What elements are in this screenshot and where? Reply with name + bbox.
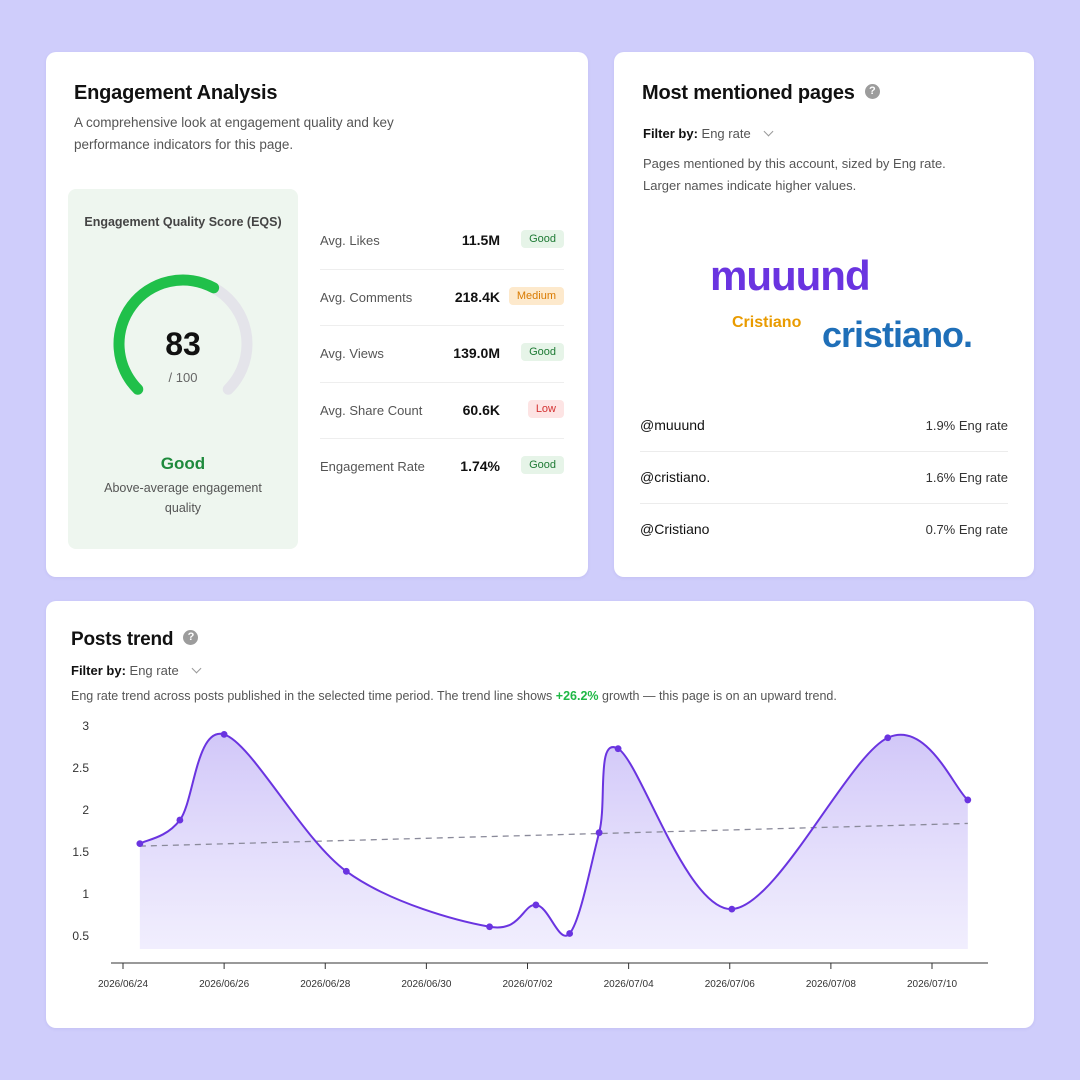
growth-value: +26.2% [555, 689, 599, 703]
y-tick-label: 1 [82, 887, 89, 901]
y-tick-label: 3 [82, 719, 89, 733]
chevron-down-icon [763, 126, 774, 137]
help-icon[interactable]: ? [864, 84, 880, 100]
data-point[interactable] [532, 901, 540, 909]
data-point[interactable] [486, 923, 493, 931]
x-tick-label: 2026/06/26 [199, 979, 249, 990]
x-tick-label: 2026/06/24 [98, 979, 148, 990]
x-tick-label: 2026/07/08 [806, 979, 856, 990]
mention-handle: @cristiano. [640, 469, 711, 485]
eqs-max: / 100 [168, 370, 198, 385]
metric-row-engagement-rate: Engagement Rate 1.74% Good [320, 439, 564, 496]
x-tick-label: 2026/06/28 [300, 979, 350, 990]
metric-value: 11.5M [461, 232, 500, 248]
engagement-desc-line2: performance indicators for this page. [74, 137, 294, 152]
metric-value: 1.74% [460, 458, 500, 474]
eqs-caption: Above-average engagement quality [104, 481, 262, 515]
trend-title-row: Posts trend? [71, 629, 199, 651]
metric-value: 218.4K [454, 288, 500, 305]
trend-title: Posts trend [71, 629, 174, 650]
chevron-down-icon [191, 663, 202, 674]
mention-value: 1.9% Eng rate [925, 418, 1008, 433]
metric-row-likes: Avg. Likes 11.5M Good [320, 213, 564, 270]
trend-desc-post: growth — this page is on an upward trend… [598, 689, 837, 703]
trend-filter-dropdown[interactable]: Filter by: Eng rate [71, 663, 202, 678]
engagement-description: A comprehensive look at engagement quali… [74, 112, 394, 156]
x-tick-label: 2026/07/02 [502, 979, 552, 990]
status-badge: Good [521, 343, 564, 361]
metric-label: Avg. Share Count [320, 402, 423, 418]
mentions-filter-dropdown[interactable]: Filter by: Eng rate [643, 126, 774, 141]
eqs-gauge [113, 274, 253, 395]
engagement-desc-line1: A comprehensive look at engagement quali… [74, 115, 394, 130]
series-area [139, 733, 968, 949]
eqs-panel: Engagement Quality Score (EQS) 83 / 100 … [68, 189, 298, 549]
list-item[interactable]: @cristiano. 1.6% Eng rate [640, 452, 1008, 504]
data-point[interactable] [728, 905, 736, 913]
data-point[interactable] [566, 930, 574, 937]
mention-value: 1.6% Eng rate [925, 470, 1008, 485]
data-point[interactable] [342, 867, 350, 875]
x-tick-label: 2026/07/06 [705, 979, 755, 990]
status-badge: Low [527, 399, 564, 418]
data-point[interactable] [176, 816, 184, 824]
status-badge: Medium [508, 286, 564, 305]
metric-row-views: Avg. Views 139.0M Good [320, 326, 564, 383]
trend-description: Eng rate trend across posts published in… [71, 685, 837, 707]
metric-label: Engagement Rate [320, 459, 425, 474]
status-badge: Good [521, 230, 564, 248]
list-item[interactable]: @Cristiano 0.7% Eng rate [640, 504, 1008, 556]
x-tick-label: 2026/07/04 [604, 979, 654, 990]
data-point[interactable] [884, 734, 892, 742]
posts-trend-chart: 3 2.5 2 1.5 1 0.5 2026/06/24 2026/06/26 2026/06… [72, 719, 988, 990]
posts-trend-card: Posts trend? Filter by: Eng rate Eng rat… [46, 601, 1034, 1028]
filter-label: Filter by: [643, 126, 698, 141]
word-cloud-muuund[interactable]: muuund [710, 252, 871, 299]
trend-desc-pre: Eng rate trend across posts published in… [71, 689, 556, 703]
y-tick-label: 1.5 [72, 845, 89, 859]
data-point[interactable] [220, 731, 228, 738]
metric-row-comments: Avg. Comments 218.4K Medium [320, 270, 564, 326]
metric-row-shares: Avg. Share Count 60.6K Low [320, 383, 564, 439]
eqs-label: Engagement Quality Score (EQS) [84, 215, 282, 229]
list-item[interactable]: @muuund 1.9% Eng rate [640, 400, 1008, 452]
engagement-title: Engagement Analysis [74, 82, 278, 104]
data-point[interactable] [136, 840, 144, 847]
mention-handle: @muuund [640, 417, 705, 433]
mentions-title: Most mentioned pages [642, 82, 855, 104]
data-point[interactable] [614, 745, 622, 753]
word-cloud-cristiano-dot[interactable]: cristiano. [822, 314, 973, 355]
eqs-status: Good [160, 454, 206, 473]
metrics-list: Avg. Likes 11.5M Good Avg. Comments 218.… [320, 213, 564, 496]
engagement-analysis-card: Engagement Analysis A comprehensive look… [46, 52, 588, 577]
filter-value: Eng rate [701, 126, 751, 141]
metric-value: 60.6K [462, 401, 500, 418]
eqs-score: 83 [165, 326, 201, 362]
metric-value: 139.0M [453, 345, 500, 361]
mentions-title-row: Most mentioned pages? [642, 82, 880, 105]
mentions-desc-line1: Pages mentioned by this account, sized b… [643, 156, 946, 171]
metric-label: Avg. Likes [320, 233, 380, 248]
status-badge: Good [521, 456, 564, 474]
y-tick-label: 2 [82, 803, 89, 817]
mentions-list: @muuund 1.9% Eng rate @cristiano. 1.6% E… [640, 400, 1008, 556]
filter-value: Eng rate [129, 663, 179, 678]
y-tick-label: 0.5 [72, 929, 89, 943]
y-tick-label: 2.5 [72, 761, 89, 775]
mentions-description: Pages mentioned by this account, sized b… [643, 153, 946, 197]
mentions-desc-line2: Larger names indicate higher values. [643, 178, 857, 193]
help-icon[interactable]: ? [183, 630, 199, 646]
data-point[interactable] [964, 796, 972, 804]
mention-handle: @Cristiano [640, 521, 710, 537]
most-mentioned-pages-card: Most mentioned pages? Filter by: Eng rat… [614, 52, 1034, 577]
mention-value: 0.7% Eng rate [925, 522, 1008, 537]
gauge-fill [113, 274, 220, 395]
filter-label: Filter by: [71, 663, 126, 678]
word-cloud-cristiano[interactable]: Cristiano [732, 314, 802, 331]
metric-label: Avg. Views [320, 346, 384, 361]
x-tick-label: 2026/07/10 [907, 979, 957, 990]
x-tick-label: 2026/06/30 [401, 979, 451, 990]
metric-label: Avg. Comments [320, 289, 413, 305]
data-point[interactable] [595, 829, 603, 837]
